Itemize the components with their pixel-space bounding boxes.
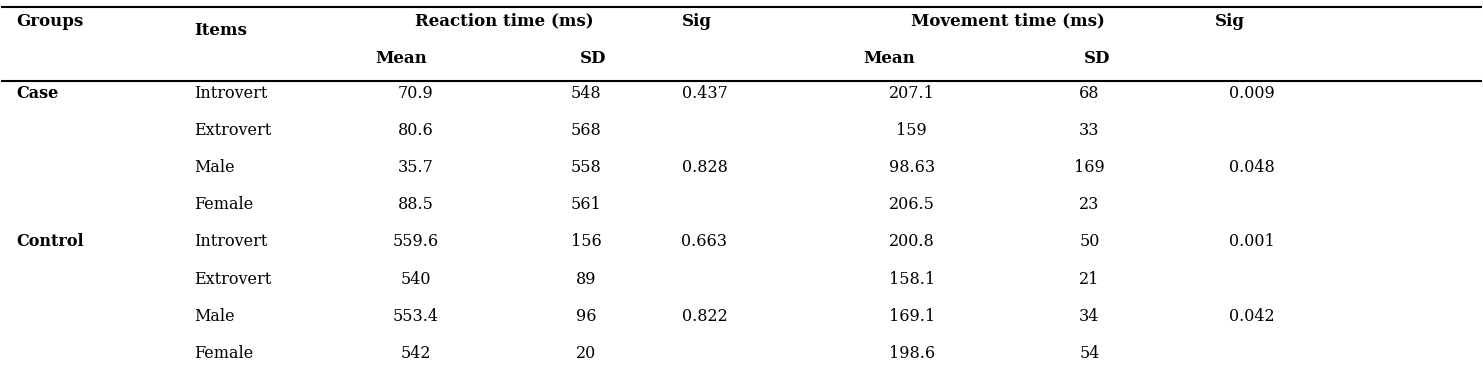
Text: 21: 21 xyxy=(1080,270,1099,288)
Text: Sig: Sig xyxy=(682,12,712,30)
Text: 68: 68 xyxy=(1080,85,1099,102)
Text: Sig: Sig xyxy=(1215,12,1244,30)
Text: 0.828: 0.828 xyxy=(682,159,728,176)
Text: 35.7: 35.7 xyxy=(397,159,435,176)
Text: 0.437: 0.437 xyxy=(682,85,728,102)
Text: 54: 54 xyxy=(1080,345,1099,362)
Text: 548: 548 xyxy=(571,85,602,102)
Text: 206.5: 206.5 xyxy=(888,196,934,213)
Text: Male: Male xyxy=(194,159,234,176)
Text: 88.5: 88.5 xyxy=(397,196,435,213)
Text: 20: 20 xyxy=(575,345,596,362)
Text: 553.4: 553.4 xyxy=(393,308,439,325)
Text: 207.1: 207.1 xyxy=(888,85,934,102)
Text: 70.9: 70.9 xyxy=(397,85,433,102)
Text: 542: 542 xyxy=(400,345,432,362)
Text: 96: 96 xyxy=(575,308,596,325)
Text: Extrovert: Extrovert xyxy=(194,270,271,288)
Text: Mean: Mean xyxy=(863,50,915,67)
Text: 561: 561 xyxy=(571,196,602,213)
Text: 169: 169 xyxy=(1074,159,1105,176)
Text: 540: 540 xyxy=(400,270,432,288)
Text: 0.009: 0.009 xyxy=(1229,85,1275,102)
Text: 568: 568 xyxy=(571,122,602,139)
Text: 159: 159 xyxy=(896,122,927,139)
Text: 80.6: 80.6 xyxy=(397,122,433,139)
Text: 89: 89 xyxy=(575,270,596,288)
Text: 50: 50 xyxy=(1080,233,1099,251)
Text: 558: 558 xyxy=(571,159,602,176)
Text: Movement time (ms): Movement time (ms) xyxy=(911,12,1105,30)
Text: 169.1: 169.1 xyxy=(888,308,934,325)
Text: 98.63: 98.63 xyxy=(888,159,934,176)
Text: Control: Control xyxy=(16,233,83,251)
Text: 23: 23 xyxy=(1080,196,1099,213)
Text: 198.6: 198.6 xyxy=(888,345,934,362)
Text: Female: Female xyxy=(194,345,254,362)
Text: Introvert: Introvert xyxy=(194,85,267,102)
Text: SD: SD xyxy=(1084,50,1109,67)
Text: Extrovert: Extrovert xyxy=(194,122,271,139)
Text: Female: Female xyxy=(194,196,254,213)
Text: 158.1: 158.1 xyxy=(888,270,934,288)
Text: 0.048: 0.048 xyxy=(1229,159,1275,176)
Text: Male: Male xyxy=(194,308,234,325)
Text: Groups: Groups xyxy=(16,12,83,30)
Text: 33: 33 xyxy=(1080,122,1099,139)
Text: 200.8: 200.8 xyxy=(888,233,934,251)
Text: Introvert: Introvert xyxy=(194,233,267,251)
Text: 559.6: 559.6 xyxy=(393,233,439,251)
Text: Reaction time (ms): Reaction time (ms) xyxy=(415,12,595,30)
Text: 34: 34 xyxy=(1080,308,1099,325)
Text: 156: 156 xyxy=(571,233,602,251)
Text: Items: Items xyxy=(194,22,246,39)
Text: 0.001: 0.001 xyxy=(1229,233,1275,251)
Text: SD: SD xyxy=(580,50,607,67)
Text: 0.663: 0.663 xyxy=(682,233,728,251)
Text: Case: Case xyxy=(16,85,58,102)
Text: Mean: Mean xyxy=(375,50,427,67)
Text: 0.042: 0.042 xyxy=(1229,308,1275,325)
Text: 0.822: 0.822 xyxy=(682,308,727,325)
